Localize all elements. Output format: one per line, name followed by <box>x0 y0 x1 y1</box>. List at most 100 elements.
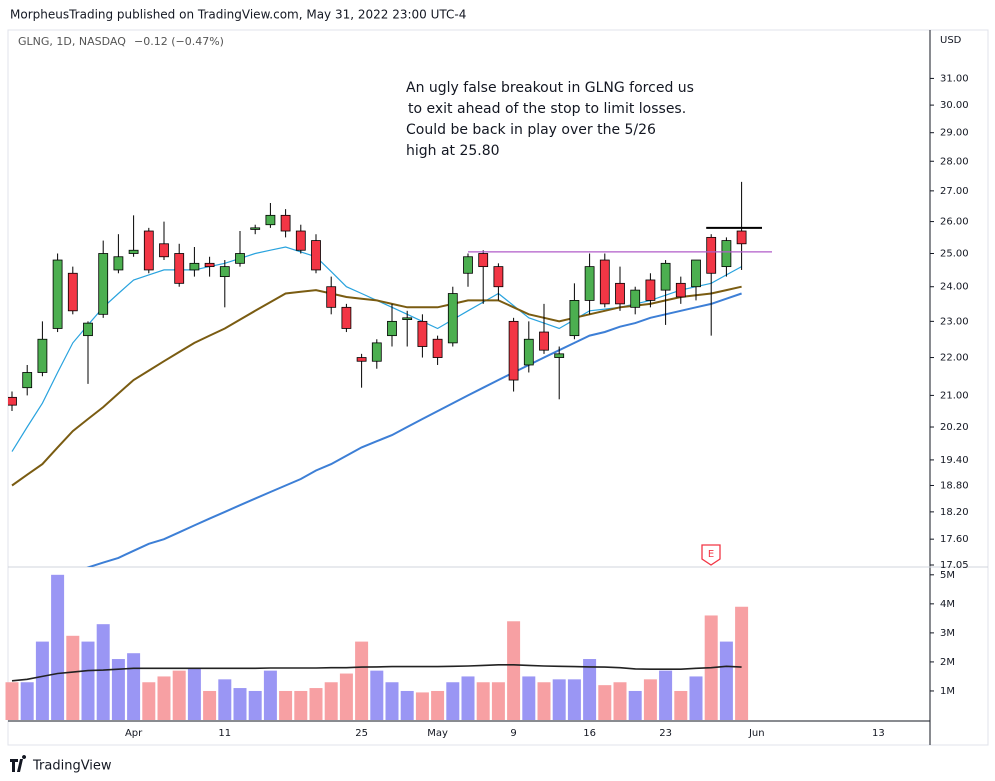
candle-body <box>311 240 321 271</box>
volume-bar <box>51 574 65 720</box>
candle-body <box>67 272 78 312</box>
volume-bar <box>628 690 642 720</box>
volume-bar <box>400 690 414 720</box>
y-tick-label: 22.00 <box>940 353 969 364</box>
volume-bar <box>5 682 19 720</box>
volume-bar <box>431 690 445 720</box>
candle-body <box>8 396 17 406</box>
volume-bar <box>674 690 688 720</box>
volume-bar <box>522 676 536 720</box>
x-tick-label: 16 <box>583 728 596 739</box>
candle-body <box>523 338 534 366</box>
x-tick-label: 25 <box>355 728 368 739</box>
volume-bar <box>598 685 612 720</box>
volume-bar <box>233 688 247 720</box>
candle-body <box>52 259 63 329</box>
footer: TradingView <box>10 755 112 774</box>
earnings-marker: E <box>701 544 721 566</box>
volume-bar <box>324 682 338 720</box>
candle-body <box>37 338 48 373</box>
candle-body <box>235 253 245 264</box>
candle-body <box>22 372 33 389</box>
volume-bar <box>689 676 703 720</box>
moving-average <box>11 285 742 487</box>
y-tick-label: 21.00 <box>940 390 969 401</box>
volume-bar <box>127 653 141 720</box>
volume-bar <box>446 682 460 720</box>
y-tick-label: 19.40 <box>940 455 969 466</box>
candle-body <box>584 266 595 301</box>
volume-bar <box>203 690 217 720</box>
volume-bar <box>339 673 353 720</box>
annotation-line: to exit ahead of the stop to limit losse… <box>408 101 686 117</box>
price-pane <box>8 181 747 567</box>
candle-body <box>463 256 473 274</box>
candle-body <box>447 293 458 344</box>
volume-bars <box>5 574 749 720</box>
volume-bar <box>385 682 399 720</box>
volume-bar <box>96 624 110 720</box>
y-tick-label: 20.20 <box>940 422 969 433</box>
candle-body <box>159 243 169 258</box>
candle-body <box>569 300 580 337</box>
volume-bar <box>172 670 186 720</box>
x-tick-label: 13 <box>872 728 885 739</box>
candle-body <box>356 357 367 362</box>
candle-body <box>83 322 93 337</box>
y-tick-label: 23.00 <box>940 316 969 327</box>
candle-body <box>341 306 352 329</box>
x-tick-label: 9 <box>510 728 516 739</box>
candle-body <box>691 259 701 288</box>
volume-bar <box>248 690 262 720</box>
candle-body <box>113 256 124 271</box>
header: MorpheusTrading published on TradingView… <box>10 8 466 22</box>
volume-bar <box>263 670 277 720</box>
candle-body <box>630 289 641 308</box>
y-tick-label: 29.00 <box>940 128 969 139</box>
candle-body <box>295 230 306 251</box>
volume-bar <box>294 690 308 720</box>
candle-body <box>539 331 549 351</box>
candle-body <box>219 266 230 278</box>
annotation-line: An ugly false breakout in GLNG forced us <box>406 80 694 96</box>
x-tick-label: Jun <box>748 728 765 739</box>
volume-bar <box>476 682 490 720</box>
candle-body <box>371 342 382 362</box>
volume-bar <box>537 682 551 720</box>
y-tick-label: 18.20 <box>940 507 969 518</box>
candle-body <box>128 249 139 254</box>
y-tick-label: 17.05 <box>940 560 969 571</box>
candle-body <box>387 320 397 337</box>
candle-body <box>432 338 443 358</box>
volume-bar <box>35 641 49 720</box>
volume-average <box>11 664 742 682</box>
candle-body <box>493 266 504 288</box>
x-tick-label: May <box>427 728 448 739</box>
volume-bar <box>491 682 505 720</box>
candle-body <box>143 230 154 271</box>
volume-bar <box>415 692 429 720</box>
x-tick-label: 23 <box>659 728 672 739</box>
volume-bar <box>735 606 749 720</box>
candle-body <box>645 279 656 301</box>
x-tick-label: 11 <box>218 728 231 739</box>
y-tick-label: 18.80 <box>940 480 969 491</box>
candle-body <box>736 230 747 245</box>
y-tick-label: 28.00 <box>940 156 969 167</box>
candle-body <box>675 282 686 298</box>
candle-body <box>478 253 489 268</box>
frame <box>7 29 989 746</box>
candle-body <box>508 320 519 381</box>
candle-body <box>706 236 717 274</box>
earnings-label: E <box>708 549 714 560</box>
volume-bar <box>552 679 566 720</box>
volume-bar <box>567 679 581 720</box>
annotation: An ugly false breakout in GLNG forced us… <box>406 80 694 159</box>
volume-bar <box>309 688 323 720</box>
y-tick-label: 31.00 <box>940 73 969 84</box>
volume-bar <box>719 641 733 720</box>
annotation-line: high at 25.80 <box>406 143 500 159</box>
candle-body <box>660 262 671 291</box>
candle-body <box>265 214 276 226</box>
currency: USD <box>940 35 962 46</box>
